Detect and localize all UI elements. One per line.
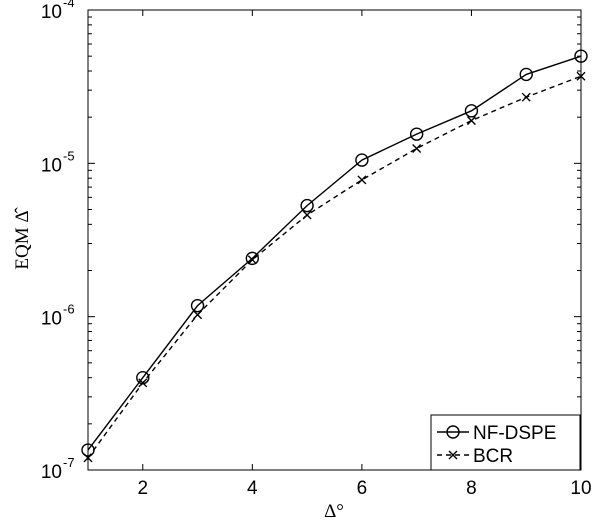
circle-marker [446,425,460,439]
y-tick-label: 10 [41,2,62,23]
legend-label: BCR [473,446,513,467]
series-bcr [83,71,586,463]
y-axis-label: EQM Δ̂ [12,207,33,269]
x-axis-label: Δ° [324,501,344,522]
circle-marker [574,49,588,63]
x-marker [247,255,257,265]
x-marker [576,71,586,81]
x-tick-label: 8 [466,478,477,499]
circle-marker [355,153,369,167]
x-tick-label: 4 [247,478,258,499]
series-layer [81,49,588,463]
circle-marker [409,127,424,141]
y-tick-exponent: -5 [63,148,75,163]
x-marker [193,310,203,320]
circle-marker [245,251,260,266]
x-tick-label: 2 [137,478,148,499]
x-marker [83,453,93,463]
x-marker [521,92,531,102]
y-tick-label: 10 [41,309,62,330]
y-tick-label: 10 [41,462,62,483]
legend-label: NF-DSPE [473,423,556,444]
plot-area [87,9,582,471]
x-tick-label: 6 [357,478,368,499]
legend-item: NF-DSPE [437,423,556,444]
series-line [87,55,582,451]
circle-marker [519,67,533,82]
x-marker [302,210,312,220]
x-marker [466,116,476,126]
series-nf-dspe [81,49,588,457]
series-line [87,75,582,459]
y-tick-labels: 10-710-610-510-4 [41,0,75,483]
x-tick-label: 10 [570,478,591,499]
circle-marker [300,198,314,213]
circle-marker [190,298,205,313]
x-marker [412,143,422,153]
x-marker [448,450,458,460]
legend-box [430,414,581,471]
y-tick-label: 10 [41,155,62,176]
y-tick-exponent: -6 [63,302,75,317]
x-tick-labels: 2 4 6 8 10 [137,478,591,499]
circle-marker [464,104,479,118]
y-tick-exponent: -4 [63,0,75,10]
x-marker [357,175,367,185]
y-tick-exponent: -7 [63,455,75,470]
x-marker [138,378,148,388]
legend-item: BCR [437,446,513,467]
